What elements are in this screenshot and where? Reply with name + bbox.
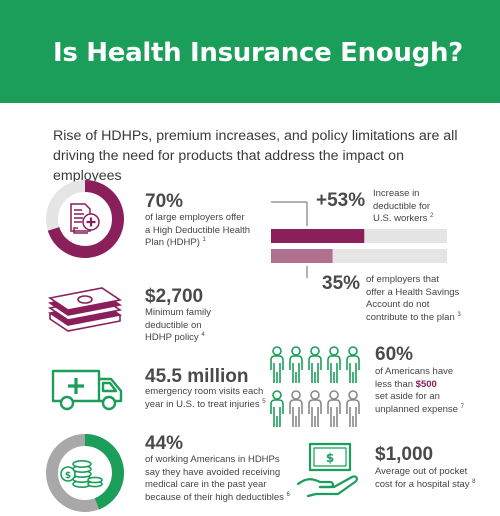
person-icon: [270, 390, 284, 427]
person-icon: [308, 390, 322, 427]
hdhp-value: 70%: [145, 191, 184, 212]
avoided-care-value: 44%: [145, 433, 184, 454]
coins-icon: $: [60, 459, 103, 488]
people-icon: [268, 344, 364, 430]
person-icon: [308, 346, 322, 383]
person-icon: [270, 346, 284, 383]
document-health-icon: [70, 203, 100, 234]
savings-amount: $500: [415, 378, 437, 390]
ambulance-icon: [50, 367, 126, 411]
svg-text:$: $: [326, 451, 334, 465]
hand-money-icon: $: [296, 440, 362, 500]
avoided-care-description: of working Americans in HDHPs say they h…: [145, 454, 290, 503]
header-banner: Is Health Insurance Enough?: [0, 0, 500, 103]
hospital-stay-value: $1,000: [375, 444, 434, 465]
person-icon: [327, 346, 341, 383]
person-icon: [327, 390, 341, 427]
person-icon: [346, 390, 360, 427]
hsa-description: of employers that offer a Health Savings…: [366, 274, 461, 323]
family-deductible-description: Minimum family deductible on HDHP policy…: [145, 307, 211, 343]
hdhp-donut: [44, 178, 126, 260]
er-visits-value: 45.5 million: [145, 366, 249, 387]
avoided-care-donut: $: [44, 432, 126, 514]
hsa-value: 35%: [322, 273, 361, 294]
intro-text: Rise of HDHPs, premium increases, and po…: [53, 128, 458, 184]
deductible-bar-chart: [268, 187, 448, 278]
person-icon: [346, 346, 360, 383]
svg-text:$: $: [65, 471, 71, 481]
er-visits-description: emergency room visits each year in U.S. …: [145, 386, 266, 410]
family-deductible-value: $2,700: [145, 286, 204, 307]
hospital-stay-description: Average out of pocket cost for a hospita…: [375, 466, 476, 490]
deductible-description: Increase in deductible for U.S. workers …: [373, 188, 434, 224]
person-icon: [289, 346, 303, 383]
hdhp-description: of large employers offer a High Deductib…: [145, 212, 251, 248]
deductible-value: +53%: [316, 190, 366, 211]
person-icon: [289, 390, 303, 427]
savings-description: of Americans have less than $500 set asi…: [375, 366, 464, 415]
money-stack-icon: [44, 285, 126, 335]
page-title: Is Health Insurance Enough?: [53, 38, 463, 68]
savings-value: 60%: [375, 344, 414, 365]
